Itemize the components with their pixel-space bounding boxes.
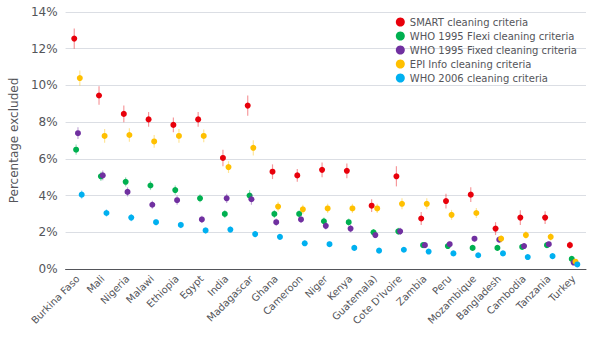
svg-text:Peru: Peru [430, 273, 454, 297]
svg-text:Turkey: Turkey [546, 273, 578, 305]
svg-text:Madagascar: Madagascar [205, 272, 256, 323]
svg-text:Malawi: Malawi [124, 273, 157, 306]
svg-text:WHO 1995 Flexi cleaning criter: WHO 1995 Flexi cleaning criteria [410, 31, 574, 42]
svg-text:Ghana: Ghana [249, 273, 281, 304]
svg-text:India: India [205, 273, 231, 299]
svg-text:2%: 2% [39, 225, 58, 239]
svg-text:8%: 8% [39, 115, 58, 129]
svg-text:WHO 2006 cleaning criteria: WHO 2006 cleaning criteria [410, 73, 548, 84]
svg-text:12%: 12% [31, 42, 58, 56]
svg-text:Burkina Faso: Burkina Faso [29, 273, 82, 326]
svg-text:0%: 0% [39, 262, 58, 276]
svg-text:6%: 6% [39, 152, 58, 166]
svg-text:Mozambique: Mozambique [425, 273, 479, 326]
svg-text:Ethiopia: Ethiopia [144, 273, 181, 310]
svg-text:4%: 4% [39, 189, 58, 203]
svg-text:Cote D'Ivoire: Cote D'Ivoire [350, 273, 404, 327]
svg-text:14%: 14% [31, 5, 58, 19]
svg-text:EPI Info cleaning criteria: EPI Info cleaning criteria [410, 59, 532, 70]
svg-text:Percentage excluded: Percentage excluded [7, 78, 21, 204]
svg-text:Cameroon: Cameroon [261, 273, 305, 317]
svg-text:Tanzania: Tanzania [513, 273, 552, 312]
svg-text:Kenya: Kenya [325, 273, 355, 303]
svg-text:Zambia: Zambia [394, 273, 429, 308]
svg-text:Cambodia: Cambodia [484, 273, 528, 317]
svg-text:Egypt: Egypt [178, 273, 206, 301]
svg-text:Bangladesh: Bangladesh [454, 273, 504, 323]
svg-text:Mali: Mali [85, 273, 107, 295]
svg-text:WHO 1995 Fixed cleaning criter: WHO 1995 Fixed cleaning criteria [410, 45, 577, 56]
svg-text:SMART cleaning criteria: SMART cleaning criteria [410, 17, 528, 28]
svg-text:Nigeria: Nigeria [98, 273, 132, 307]
svg-text:Niger: Niger [302, 273, 330, 300]
svg-text:10%: 10% [31, 78, 58, 92]
svg-text:Guatemala): Guatemala) [329, 273, 380, 323]
